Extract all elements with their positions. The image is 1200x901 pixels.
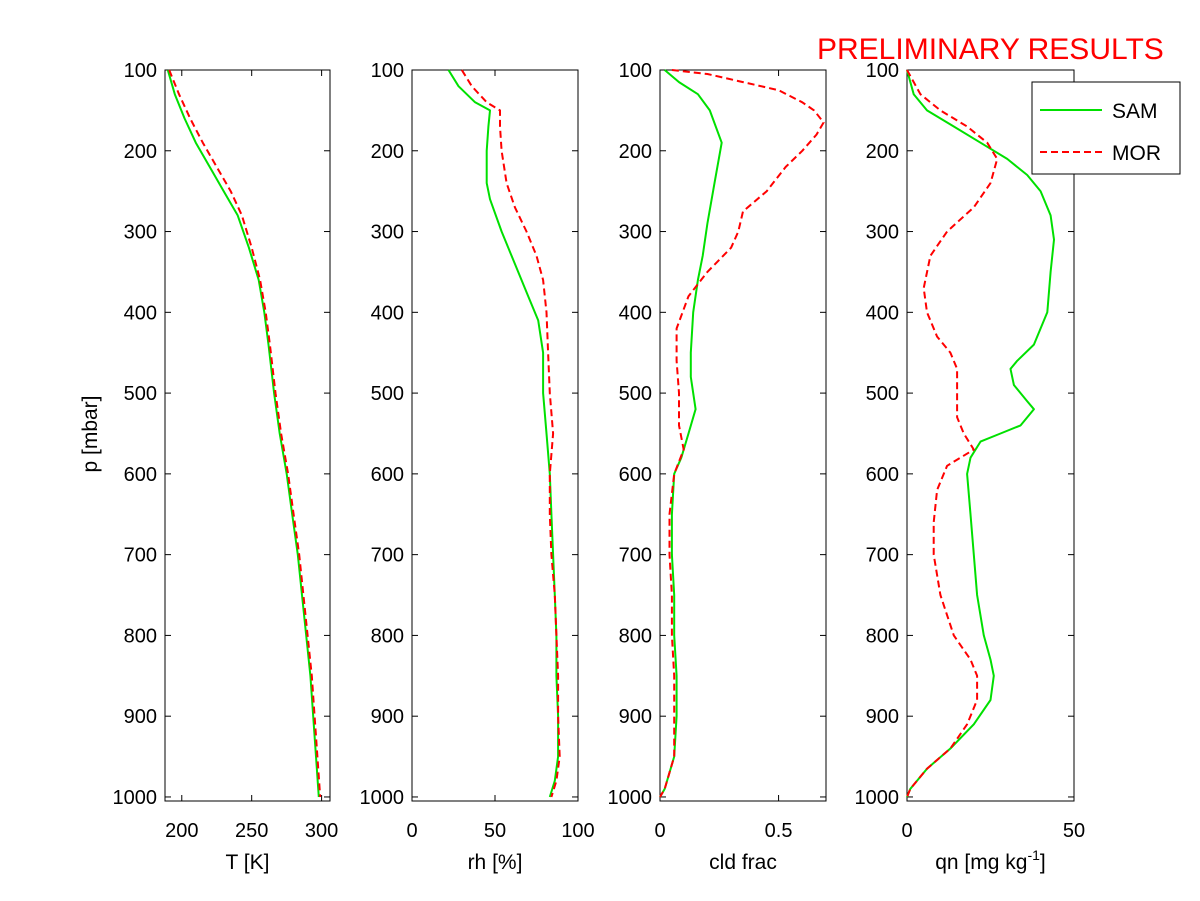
x-axis-label-text: rh [%]	[468, 851, 523, 874]
x-tick-label: 0.5	[765, 820, 793, 842]
y-tick-label: 500	[866, 383, 899, 405]
x-tick-label: 200	[165, 820, 198, 842]
x-tick-label: 50	[484, 820, 506, 842]
y-tick-label: 500	[371, 383, 404, 405]
y-tick-label: 700	[866, 545, 899, 567]
panel-3-x-axis-label: cld frac	[709, 851, 777, 874]
x-tick-label: 0	[654, 820, 665, 842]
panel-1-frame	[164, 69, 331, 802]
y-tick-label: 700	[124, 545, 157, 567]
y-tick-label: 300	[866, 222, 899, 244]
x-axis-label-superscript: -1	[1027, 847, 1040, 863]
series-line-mor	[168, 69, 322, 798]
x-tick-label: 100	[561, 820, 594, 842]
y-tick-label: 1000	[360, 787, 405, 809]
y-tick-label: 1000	[855, 787, 900, 809]
series-line-mor	[906, 69, 999, 798]
panel-1: 100 200 300 400 500 600 700 800 900 1000 200 250 300…	[113, 60, 339, 874]
y-tick-label: 500	[124, 383, 157, 405]
legend-box	[1031, 81, 1181, 175]
y-tick-label: 400	[371, 302, 404, 324]
y-tick-label: 200	[619, 141, 652, 163]
y-tick-label: 800	[371, 625, 404, 647]
x-axis-label-text: T [K]	[226, 851, 270, 874]
preliminary-results-banner: PRELIMINARY RESULTS	[817, 33, 1164, 66]
y-axis-label: p [mbar]	[79, 395, 102, 472]
y-tick-label: 900	[866, 706, 899, 728]
x-axis-label-text: cld frac	[709, 851, 777, 874]
y-tick-label: 300	[619, 222, 652, 244]
series-line-mor	[659, 69, 825, 798]
y-tick-label: 800	[124, 625, 157, 647]
series-line-sam	[447, 69, 560, 798]
y-tick-label: 900	[124, 706, 157, 728]
y-tick-label: 200	[371, 141, 404, 163]
y-tick-label: 400	[619, 302, 652, 324]
y-tick-label: 1000	[608, 787, 653, 809]
y-tick-label: 400	[124, 302, 157, 324]
panel-2-x-axis-label: rh [%]	[468, 851, 523, 874]
y-tick-label: 300	[371, 222, 404, 244]
y-tick-label: 400	[866, 302, 899, 324]
x-tick-label: 300	[305, 820, 338, 842]
x-axis-label-end: ]	[1040, 851, 1046, 874]
y-tick-label: 100	[866, 60, 899, 82]
y-tick-label: 1000	[113, 787, 158, 809]
panel-1-x-axis-label: T [K]	[226, 851, 270, 874]
y-tick-label: 100	[124, 60, 157, 82]
y-tick-label: 100	[371, 60, 404, 82]
y-tick-label: 500	[619, 383, 652, 405]
y-tick-label: 200	[866, 141, 899, 163]
series-line-sam	[166, 69, 320, 798]
y-tick-label: 700	[371, 545, 404, 567]
x-tick-label: 0	[406, 820, 417, 842]
series-line-mor	[460, 69, 561, 798]
series-line-sam	[659, 69, 723, 798]
x-tick-label: 50	[1063, 820, 1085, 842]
y-tick-label: 800	[866, 625, 899, 647]
y-tick-label: 800	[619, 625, 652, 647]
y-tick-label: 200	[124, 141, 157, 163]
series-line-sam	[906, 69, 1055, 798]
legend-mor-label: MOR	[1112, 142, 1161, 165]
y-tick-label: 700	[619, 545, 652, 567]
y-tick-label: 100	[619, 60, 652, 82]
y-tick-label: 600	[619, 464, 652, 486]
panel-3-frame	[659, 69, 827, 802]
y-tick-label: 900	[619, 706, 652, 728]
x-tick-label: 0	[901, 820, 912, 842]
panel-4-frame	[906, 69, 1075, 802]
x-tick-label: 250	[235, 820, 268, 842]
legend: SAM MOR	[1031, 81, 1181, 175]
y-tick-label: 600	[371, 464, 404, 486]
y-tick-label: 600	[866, 464, 899, 486]
x-axis-label-text: qn [mg kg	[935, 851, 1027, 874]
y-tick-label: 900	[371, 706, 404, 728]
y-tick-label: 600	[124, 464, 157, 486]
panel-4-x-axis-label: qn [mg kg-1]	[935, 847, 1046, 874]
y-tick-label: 300	[124, 222, 157, 244]
legend-sam-label: SAM	[1112, 100, 1158, 123]
